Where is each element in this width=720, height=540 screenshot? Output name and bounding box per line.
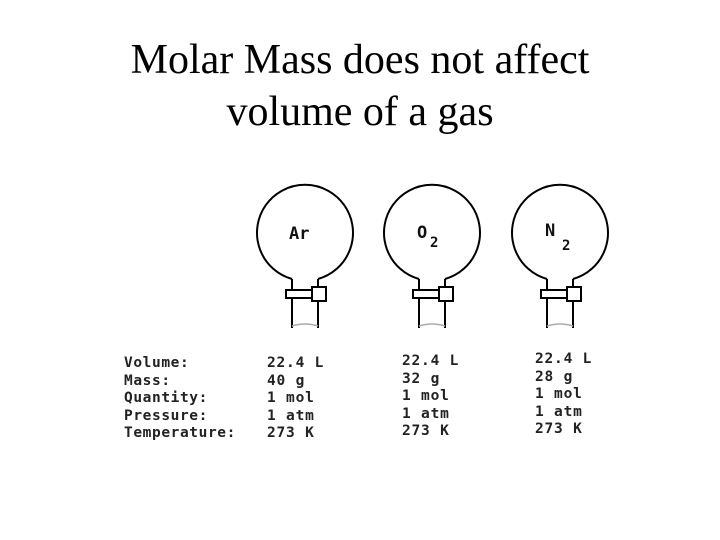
flask-n2-drawing: N 2 <box>511 183 609 328</box>
values-ar: 22.4 L 40 g 1 mol 1 atm 273 K <box>267 355 324 443</box>
values-o2: 22.4 L 32 g 1 mol 1 atm 273 K <box>402 353 459 441</box>
title-line-1: Molar Mass does not affect <box>130 37 590 83</box>
label-pressure: Pressure: <box>124 407 208 424</box>
value-volume: 22.4 L <box>402 353 460 369</box>
label-quantity: Quantity: <box>124 390 208 406</box>
value-pressure: 1 atm <box>402 405 450 422</box>
value-temperature: 273 K <box>267 425 315 441</box>
flask-bulb <box>511 183 609 280</box>
label-volume: Volume: <box>124 355 190 371</box>
label-temperature: Temperature: <box>124 425 236 441</box>
flask-o2-drawing: O 2 <box>383 183 481 328</box>
value-temperature: 273 K <box>402 423 450 439</box>
gas-flask-n2: N 2 <box>505 183 615 332</box>
slide-title: Molar Mass does not affect volume of a g… <box>0 34 720 138</box>
value-temperature: 273 K <box>535 421 583 437</box>
value-pressure: 1 atm <box>535 403 583 420</box>
title-line-2: volume of a gas <box>226 89 494 135</box>
values-n2: 22.4 L 28 g 1 mol 1 atm 273 K <box>535 351 592 439</box>
label-mass: Mass: <box>124 372 171 389</box>
value-volume: 22.4 L <box>267 355 325 371</box>
value-mass: 32 g <box>402 370 441 387</box>
gas-symbol-o: O <box>417 223 427 243</box>
gas-symbol-n: N <box>545 221 555 241</box>
gas-subscript-o: 2 <box>430 235 438 251</box>
value-mass: 40 g <box>267 372 306 389</box>
gas-subscript-n: 2 <box>562 238 570 254</box>
value-mass: 28 g <box>535 368 574 385</box>
gas-flask-o2: O 2 <box>377 183 487 332</box>
value-quantity: 1 mol <box>402 388 450 404</box>
flask-ar-drawing: Ar <box>256 183 354 328</box>
value-pressure: 1 atm <box>267 407 315 424</box>
value-quantity: 1 mol <box>267 390 315 406</box>
gas-symbol-ar: Ar <box>289 224 309 244</box>
gas-flask-ar: Ar <box>250 183 360 332</box>
value-volume: 22.4 L <box>535 351 593 367</box>
flask-bulb <box>383 183 481 280</box>
value-quantity: 1 mol <box>535 386 583 402</box>
property-labels: Volume: Mass: Quantity: Pressure: Temper… <box>124 355 236 443</box>
flask-bulb <box>256 183 354 280</box>
